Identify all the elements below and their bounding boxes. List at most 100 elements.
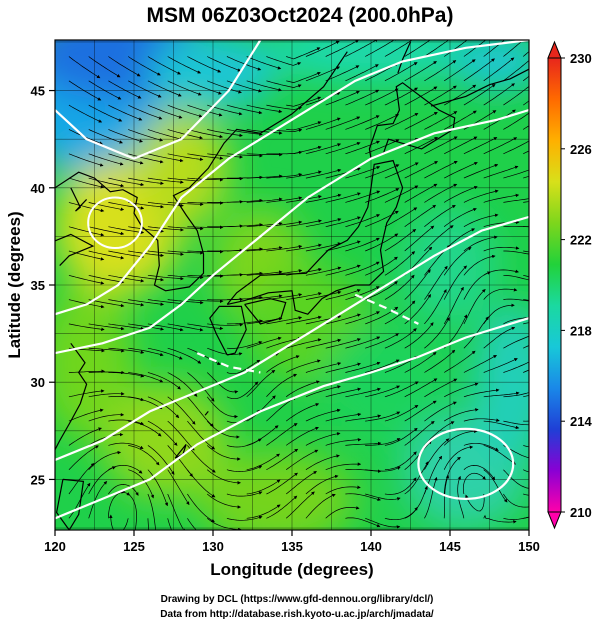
streamline xyxy=(68,369,105,373)
streamline xyxy=(345,387,381,398)
streamline xyxy=(246,370,276,398)
streamline xyxy=(147,250,184,256)
streamline xyxy=(286,267,322,276)
y-tick-label: 35 xyxy=(31,278,45,293)
streamline xyxy=(443,207,477,227)
streamline xyxy=(305,432,341,446)
streamline xyxy=(365,139,400,155)
streamline xyxy=(108,129,143,143)
plot-area xyxy=(55,40,529,530)
streamline xyxy=(88,56,121,78)
streamline xyxy=(128,153,164,164)
streamline xyxy=(325,216,361,228)
streamline xyxy=(325,192,361,203)
streamline xyxy=(167,250,204,255)
streamline xyxy=(226,465,263,472)
streamline xyxy=(128,80,162,98)
streamline xyxy=(187,493,215,523)
y-tick-label: 40 xyxy=(31,181,45,196)
streamline xyxy=(345,64,379,82)
streamline xyxy=(246,104,283,114)
streamline xyxy=(187,299,224,303)
streamline xyxy=(206,396,238,419)
streamline xyxy=(128,323,164,331)
streamline xyxy=(463,465,496,481)
colorbar-tick-label: 218 xyxy=(570,323,592,338)
streamline xyxy=(503,198,529,203)
streamline xyxy=(167,323,204,332)
streamline xyxy=(207,176,244,181)
streamline xyxy=(384,427,418,446)
streamline xyxy=(345,517,381,528)
streamline xyxy=(128,347,164,357)
streamline xyxy=(226,271,263,276)
streamline xyxy=(424,455,443,495)
streamline xyxy=(68,56,101,79)
coastline-segment xyxy=(70,187,88,212)
streamline xyxy=(325,313,361,325)
streamline xyxy=(463,213,499,228)
streamline xyxy=(108,80,142,99)
streamline xyxy=(108,347,145,354)
streamline xyxy=(503,250,529,255)
streamline xyxy=(444,110,477,130)
streamline xyxy=(147,177,184,184)
streamline xyxy=(483,514,517,524)
streamline xyxy=(266,244,303,252)
streamline xyxy=(88,202,125,211)
streamline xyxy=(147,372,181,390)
credit-line-1: Drawing by DCL (https://www.gfd-dennou.o… xyxy=(161,594,434,605)
streamline xyxy=(483,57,515,82)
streamline xyxy=(266,80,302,88)
streamline xyxy=(463,137,498,155)
streamline xyxy=(266,293,303,300)
streamline xyxy=(365,164,400,179)
streamline xyxy=(384,251,416,276)
streamline xyxy=(285,426,319,446)
streamline xyxy=(503,40,524,57)
colorbar-min-arrow xyxy=(547,511,562,530)
streamline xyxy=(444,136,478,155)
streamline xyxy=(226,341,263,349)
streamline xyxy=(246,129,283,135)
streamline xyxy=(266,128,303,133)
streamline xyxy=(88,274,125,284)
streamline xyxy=(108,484,139,496)
streamline xyxy=(463,163,499,179)
streamline xyxy=(226,359,261,375)
streamline xyxy=(404,461,429,495)
streamline xyxy=(226,515,263,521)
streamline xyxy=(325,167,361,179)
streamline xyxy=(207,129,243,138)
contour-line xyxy=(55,317,529,520)
streamline xyxy=(108,492,131,519)
streamline xyxy=(404,420,435,446)
streamline xyxy=(345,166,381,179)
streamline xyxy=(345,261,380,276)
streamline xyxy=(404,86,438,106)
streamline xyxy=(246,294,283,300)
streamline xyxy=(286,47,321,60)
streamline xyxy=(187,153,224,160)
streamline xyxy=(266,104,302,110)
streamline xyxy=(483,83,515,106)
streamline xyxy=(88,226,125,236)
streamline xyxy=(187,249,224,254)
streamline xyxy=(68,389,105,398)
streamline xyxy=(305,385,341,398)
colorbar-body xyxy=(547,57,562,513)
streamline xyxy=(88,480,108,519)
colorbar-tick-label: 222 xyxy=(570,233,592,248)
streamline xyxy=(285,403,320,422)
streamline xyxy=(325,90,360,106)
streamline xyxy=(463,355,498,373)
streamline xyxy=(404,183,438,203)
streamline xyxy=(68,226,105,237)
x-tick-label: 120 xyxy=(44,539,66,554)
streamline xyxy=(108,104,143,121)
streamline xyxy=(483,137,518,155)
streamline xyxy=(68,177,105,189)
streamline xyxy=(443,456,461,495)
streamline xyxy=(463,83,496,106)
streamline xyxy=(345,214,381,228)
